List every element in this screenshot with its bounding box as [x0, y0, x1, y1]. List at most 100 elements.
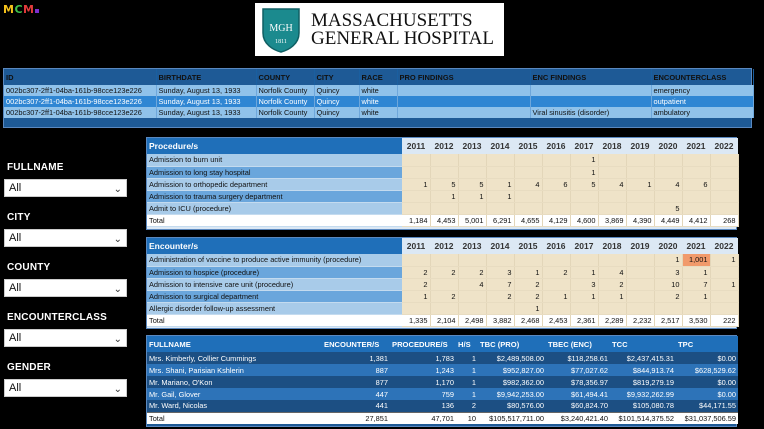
matrix-cell: 4 — [458, 278, 487, 291]
matrix-row[interactable]: Admission to burn unit 1 — [147, 154, 739, 167]
fullname-dropdown[interactable]: All ⌄ — [4, 179, 127, 197]
matrix-year-header[interactable]: 2013 — [458, 238, 486, 254]
table-total-cell: 27,851 — [322, 411, 390, 424]
matrix-row[interactable]: Admission to trauma surgery department 1 1… — [147, 190, 739, 203]
matrix-year-header[interactable]: 2013 — [458, 138, 486, 154]
shield-letters: MGH — [269, 23, 292, 34]
table-cell: 1 — [456, 352, 478, 364]
patient-col-header[interactable]: TBEC (ENC) — [546, 336, 610, 352]
matrix-cell — [626, 302, 655, 315]
matrix-cell — [430, 278, 459, 291]
matrix-row[interactable]: Admission to surgical department 1 2 2 2 1 1 1 2… — [147, 290, 739, 303]
patient-col-header[interactable]: ENCOUNTER/S — [322, 336, 390, 352]
table-cell: 002bc307-2ff1-04ba-161b-98cce123e226 — [4, 107, 157, 118]
patient-col-header[interactable]: FULLNAME — [147, 336, 322, 352]
matrix-cell: 10 — [654, 278, 683, 291]
table-cell — [397, 96, 531, 107]
matrix-year-header[interactable]: 2011 — [402, 238, 430, 254]
matrix-year-header[interactable]: 2017 — [570, 138, 598, 154]
patient-col-header[interactable]: PROCEDURE/S — [390, 336, 456, 352]
chevron-down-icon: ⌄ — [113, 284, 122, 295]
encounters-col-header[interactable]: ENC FINDINGS — [530, 69, 652, 85]
patient-col-header[interactable]: TCC — [610, 336, 676, 352]
matrix-row[interactable]: Admission to orthopedic department 1 5 5 1 4 6… — [147, 178, 739, 191]
matrix-cell: 4 — [654, 178, 683, 191]
encounters-col-header[interactable]: CITY — [314, 69, 360, 85]
matrix-year-header[interactable]: 2011 — [402, 138, 430, 154]
matrix-year-header[interactable]: 2018 — [598, 238, 626, 254]
patient-col-header[interactable]: TPC — [676, 336, 738, 352]
table-cell: Mr. Ward, Nicolas — [147, 400, 322, 412]
matrix-total-cell: 3,869 — [598, 213, 627, 227]
matrix-year-header[interactable]: 2019 — [626, 238, 654, 254]
table-row[interactable]: 002bc307-2ff1-04ba-161b-98cce123e226 Sund… — [4, 96, 754, 107]
matrix-cell — [626, 290, 655, 303]
matrix-year-header[interactable]: 2014 — [486, 138, 514, 154]
encounterclass-dropdown[interactable]: All ⌄ — [4, 329, 127, 347]
matrix-year-header[interactable]: 2021 — [682, 238, 710, 254]
matrix-year-header[interactable]: 2014 — [486, 238, 514, 254]
matrix-cell — [570, 302, 599, 315]
matrix-year-header[interactable]: 2018 — [598, 138, 626, 154]
matrix-year-header[interactable]: 2022 — [710, 238, 738, 254]
gender-dropdown[interactable]: All ⌄ — [4, 379, 127, 397]
matrix-year-header[interactable]: 2019 — [626, 138, 654, 154]
table-cell: Norfolk County — [256, 96, 315, 107]
matrix-total-cell: 4,655 — [514, 213, 543, 227]
matrix-cell — [682, 202, 711, 215]
matrix-cell: 1 — [542, 290, 571, 303]
encounters-col-header[interactable]: PRO FINDINGS — [397, 69, 531, 85]
matrix-row[interactable]: Allergic disorder follow-up assessment 1 — [147, 302, 739, 315]
matrix-cell: 1 — [402, 178, 431, 191]
encounters-col-header[interactable]: ID — [4, 69, 157, 85]
matrix-year-header[interactable]: 2015 — [514, 138, 542, 154]
matrix-row-header[interactable]: Procedure/s — [147, 138, 402, 154]
matrix-cell: 1 — [570, 166, 599, 179]
matrix-cell — [514, 166, 543, 179]
matrix-cell: 1 — [626, 178, 655, 191]
matrix-row-header[interactable]: Encounter/s — [147, 238, 402, 254]
matrix-cell: 1 — [570, 154, 599, 167]
table-cell: $0.00 — [676, 388, 738, 400]
matrix-year-header[interactable]: 2022 — [710, 138, 738, 154]
matrix-year-header[interactable]: 2012 — [430, 138, 458, 154]
matrix-row[interactable]: Administration of vaccine to produce act… — [147, 254, 739, 267]
table-cell: Mr. Gail, Glover — [147, 388, 322, 400]
matrix-row[interactable]: Admission to long stay hospital 1 — [147, 166, 739, 179]
matrix-total-cell: 4,600 — [570, 213, 599, 227]
matrix-year-header[interactable]: 2020 — [654, 238, 682, 254]
matrix-year-header[interactable]: 2015 — [514, 238, 542, 254]
patient-col-header[interactable]: TBC (PRO) — [478, 336, 546, 352]
matrix-cell: 5 — [430, 178, 459, 191]
matrix-year-header[interactable]: 2017 — [570, 238, 598, 254]
patient-col-header[interactable]: H/S — [456, 336, 478, 352]
matrix-cell — [430, 202, 459, 215]
encounters-col-header[interactable]: COUNTY — [256, 69, 315, 85]
matrix-cell — [486, 254, 515, 267]
matrix-cell: 1 — [402, 290, 431, 303]
county-dropdown[interactable]: All ⌄ — [4, 279, 127, 297]
matrix-year-header[interactable]: 2020 — [654, 138, 682, 154]
encounterclass-dropdown-value: All — [9, 332, 22, 344]
matrix-row[interactable]: Admission to hospice (procedure) 2 2 2 3 1 2 1 4… — [147, 266, 739, 279]
encounters-col-header[interactable]: BIRTHDATE — [156, 69, 257, 85]
table-row[interactable]: 002bc307-2ff1-04ba-161b-98cce123e226 Sund… — [4, 107, 754, 118]
table-row[interactable]: Mr. Mariano, O'Kon 877 1,170 1 $982,362.00 $7… — [147, 376, 738, 388]
table-row[interactable]: Mrs. Kimberly, Collier Cummings 1,381 1,78… — [147, 352, 738, 364]
matrix-year-header[interactable]: 2016 — [542, 238, 570, 254]
matrix-row[interactable]: Admit to ICU (procedure) 5 — [147, 202, 739, 215]
matrix-row[interactable]: Admission to intensive care unit (proced… — [147, 278, 739, 291]
matrix-cell: 6 — [542, 178, 571, 191]
city-dropdown[interactable]: All ⌄ — [4, 229, 127, 247]
matrix-year-header[interactable]: 2021 — [682, 138, 710, 154]
table-row[interactable]: 002bc307-2ff1-04ba-161b-98cce123e226 Sund… — [4, 85, 754, 96]
matrix-cell — [710, 290, 739, 303]
table-total-cell: $3,240,421.40 — [546, 411, 610, 424]
matrix-year-header[interactable]: 2016 — [542, 138, 570, 154]
matrix-year-header[interactable]: 2012 — [430, 238, 458, 254]
table-row[interactable]: Mr. Gail, Glover 447 759 1 $9,942,253.00 $61,… — [147, 388, 738, 400]
encounters-col-header[interactable]: ENCOUNTERCLASS — [651, 69, 754, 85]
encounters-col-header[interactable]: RACE — [359, 69, 398, 85]
table-row[interactable]: Mr. Ward, Nicolas 441 136 2 $80,576.00 $60,82… — [147, 400, 738, 412]
table-row[interactable]: Mrs. Shani, Parisian Kshlerin 887 1,243 1 $9… — [147, 364, 738, 376]
